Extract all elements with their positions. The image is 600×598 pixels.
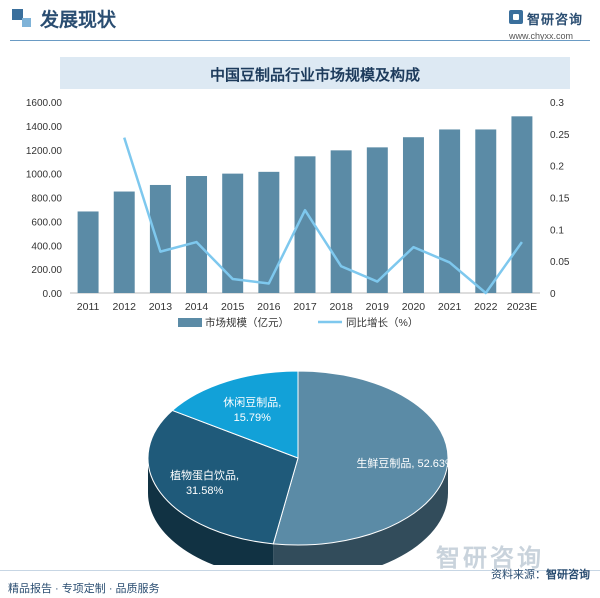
chart-title: 中国豆制品行业市场规模及构成 [209,67,420,84]
y-left-tick-label: 1600.00 [26,98,63,109]
title-decoration-small [22,18,31,27]
footer-divider [0,570,600,571]
pie-label-2: 休闲豆制品, [223,395,281,409]
x-tick-label: 2016 [257,301,281,313]
pie-side-1 [148,458,274,565]
logo-icon [509,10,523,24]
chart-title-bar: 中国豆制品行业市场规模及构成 [60,57,570,89]
x-tick-label: 2020 [402,301,426,313]
bar-2016 [258,171,280,293]
bar-2013 [149,184,171,293]
growth-line [123,137,523,295]
x-tick-label: 2021 [438,301,462,313]
source-value: 智研咨询 [546,569,590,581]
page-title: 发展现状 [40,10,117,31]
bar-2022 [475,129,497,293]
x-tick-label: 2018 [329,301,353,313]
logo-text: 智研咨询 [527,12,584,27]
x-tick-label: 2012 [113,301,137,313]
y-right-tick-label: 0.15 [550,194,570,205]
x-tick-label: 2013 [149,301,173,313]
pie-value-2: 15.79% [234,412,272,424]
header-divider [10,40,590,41]
y-right-tick-label: 0.1 [550,225,564,236]
y-left-tick-label: 800.00 [31,194,62,205]
y-left-tick-label: 1200.00 [26,146,63,157]
legend-bar-swatch [178,318,202,327]
logo-url: www.chyxx.com [509,31,574,41]
title-decoration [12,9,23,20]
bar-2015 [222,173,244,293]
x-tick-label: 2023E [507,301,537,313]
y-left-tick-label: 1000.00 [26,170,63,181]
bar-2018 [330,150,352,293]
watermark-logo: 智研咨询 [436,545,544,572]
x-tick-label: 2019 [366,301,390,313]
pie-slice-0 [272,370,449,546]
pie-label-1: 植物蛋白饮品, [170,468,239,482]
y-right-tick-label: 0 [550,289,556,300]
y-left-tick-label: 600.00 [31,217,62,228]
pie-slice-1 [147,409,299,545]
pie-label-0: 生鲜豆制品, 52.63% [356,456,455,470]
bar-2011 [77,211,99,293]
pie-side-0 [273,458,448,565]
source-label: 资料来源： [491,569,546,581]
y-left-tick-label: 400.00 [31,241,62,252]
legend-bar-label: 市场规模（亿元） [205,316,289,329]
x-tick-label: 2014 [185,301,209,313]
combo-chart: 0.00 200.00 400.00 600.00 800.00 1000.00 1200.… [26,98,570,329]
y-left-tick-label: 1400.00 [26,122,63,133]
x-tick-label: 2011 [77,301,100,313]
pie-value-1: 31.58% [186,485,224,497]
pie-chart: 生鲜豆制品, 52.63% 植物蛋白饮品, 31.58% 休闲豆制品, 15.79% [147,370,455,565]
y-right-tick-label: 0.2 [550,162,564,173]
bar-2021 [439,129,461,293]
x-tick-label: 2015 [221,301,245,313]
x-tick-label: 2017 [293,301,317,313]
y-right-tick-label: 0.3 [550,98,564,109]
y-right-tick-label: 0.05 [550,257,570,268]
bar-2014 [186,176,208,293]
brand-logo: 智研咨询 www.chyxx.com [509,9,599,45]
bar-2012 [113,191,135,293]
legend-line-label: 同比增长（%） [346,316,418,329]
bar-2020 [402,137,424,293]
y-right-tick-label: 0.25 [550,130,570,141]
x-tick-label: 2022 [474,301,498,313]
y-left-tick-label: 0.00 [43,289,63,300]
source-note: 资料来源：智研咨询 [491,566,590,582]
header: 发展现状 智研咨询 www.chyxx.com [0,0,600,42]
pie-slice-2 [171,370,299,459]
y-left-tick-label: 200.00 [31,265,62,276]
footer-slogan: 精品报告 · 专项定制 · 品质服务 [8,583,160,595]
bar-2019 [366,147,388,293]
bar-2023E [511,116,533,293]
bar-2017 [294,156,316,293]
